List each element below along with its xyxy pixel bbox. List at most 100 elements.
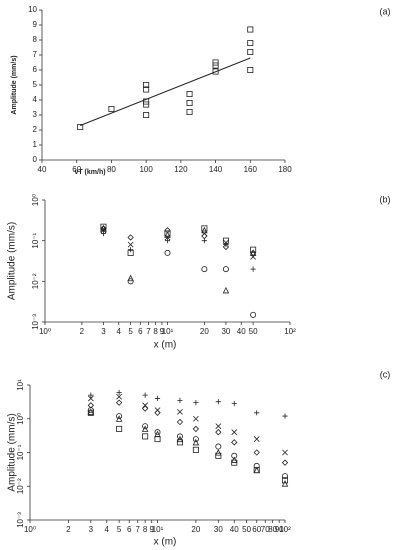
x-tick-label: 3 — [101, 327, 106, 336]
marker-x — [142, 402, 149, 409]
marker-triangle — [201, 226, 208, 234]
y-tick-label: 4 — [33, 95, 38, 104]
marker-square — [116, 425, 123, 432]
x-tick-label: 7 — [146, 327, 151, 336]
marker-triangle — [215, 449, 222, 456]
marker-circle — [176, 433, 183, 440]
fit-line — [80, 57, 251, 126]
x-tick-label: 40 — [237, 327, 246, 336]
marker-diamond — [215, 429, 222, 436]
marker-diamond — [115, 399, 123, 406]
marker-triangle — [222, 286, 230, 294]
y-tick-label: 10¹ — [16, 379, 25, 391]
marker-circle — [281, 473, 288, 480]
y-tick-label: 3 — [33, 110, 38, 119]
y-tick-label: 1 — [33, 140, 38, 149]
marker-diamond — [127, 234, 134, 241]
marker-square — [143, 86, 150, 93]
marker-square — [192, 446, 199, 453]
marker-triangle — [164, 231, 171, 238]
marker-square — [281, 477, 288, 484]
marker-triangle — [249, 249, 257, 256]
x-tick-label: 120 — [174, 165, 188, 174]
marker-triangle — [281, 480, 289, 487]
x-tick-label: 8 — [153, 327, 158, 336]
marker-square — [154, 436, 161, 443]
y-tick-label: 10 — [28, 5, 37, 14]
marker-plus — [223, 242, 229, 248]
marker-plus — [88, 392, 94, 398]
x-tick-label: 9 — [149, 525, 154, 534]
marker-triangle — [154, 430, 161, 438]
marker-circle — [201, 266, 208, 273]
marker-triangle — [100, 224, 107, 232]
marker-plus — [201, 238, 207, 244]
marker-plus — [116, 389, 122, 396]
x-axis-title: vT (km/h) — [74, 169, 105, 176]
y-tick-label: 9 — [33, 20, 38, 29]
marker-diamond — [281, 459, 289, 466]
y-axis-title: Amplitude (mm/s) — [7, 413, 18, 491]
marker-plus — [154, 395, 161, 402]
y-tick-label: 8 — [33, 35, 38, 44]
x-tick-label: 5 — [128, 327, 133, 336]
marker-square — [186, 100, 193, 107]
marker-square — [215, 452, 222, 459]
marker-square — [164, 230, 171, 237]
y-tick-label: 10⁻³ — [16, 512, 25, 528]
x-tick-label: 20 — [200, 327, 209, 336]
x-tick-label: 80 — [107, 165, 116, 174]
x-tick-label: 2 — [66, 525, 71, 534]
y-tick-label: 5 — [33, 80, 38, 89]
panel-label: (a) — [380, 6, 391, 16]
y-axis-title: Amplitude (mm/s) — [7, 222, 18, 300]
y-tick-label: 10⁻³ — [31, 314, 40, 330]
marker-x — [231, 429, 238, 436]
x-tick-label: 40 — [38, 165, 47, 174]
marker-square — [247, 49, 254, 56]
marker-circle — [192, 436, 199, 443]
x-axis-title: x (m) — [154, 537, 177, 548]
marker-plus — [254, 410, 260, 416]
marker-square — [250, 246, 257, 253]
marker-plus — [177, 397, 183, 403]
marker-triangle — [176, 435, 184, 443]
marker-diamond — [201, 232, 208, 240]
marker-circle — [164, 249, 171, 256]
marker-x — [127, 241, 134, 248]
marker-circle — [231, 452, 238, 459]
x-tick-label: 10⁰ — [24, 525, 36, 534]
y-tick-label: 10⁻² — [16, 478, 25, 494]
y-tick-label: 10⁰ — [31, 194, 40, 206]
marker-plus — [250, 266, 256, 272]
marker-diamond — [176, 418, 184, 426]
marker-diamond — [141, 405, 149, 412]
marker-square — [143, 82, 150, 89]
marker-square — [186, 91, 193, 98]
y-tick-label: 2 — [33, 125, 38, 134]
marker-triangle — [127, 274, 134, 282]
marker-circle — [142, 423, 149, 430]
marker-diamond — [231, 439, 238, 446]
marker-diamond — [154, 409, 161, 416]
marker-circle — [116, 413, 123, 420]
x-tick-label: 80 — [268, 525, 277, 534]
marker-diamond — [192, 425, 200, 433]
x-tick-label: 2 — [80, 327, 85, 336]
marker-square — [212, 59, 219, 66]
x-axis-title: x (m) — [154, 340, 177, 351]
panel-label: (b) — [380, 194, 391, 204]
marker-circle — [222, 266, 229, 273]
x-tick-label: 8 — [143, 525, 148, 534]
y-tick-label: 6 — [33, 65, 38, 74]
marker-square — [212, 68, 219, 75]
marker-square — [247, 40, 254, 47]
x-tick-label: 30 — [214, 525, 223, 534]
x-tick-label: 3 — [89, 525, 94, 534]
y-tick-label: 7 — [33, 50, 38, 59]
marker-circle — [100, 228, 107, 235]
y-tick-label: 10⁻² — [31, 273, 40, 289]
marker-circle — [215, 443, 222, 450]
y-tick-label: 10⁻¹ — [16, 444, 25, 460]
